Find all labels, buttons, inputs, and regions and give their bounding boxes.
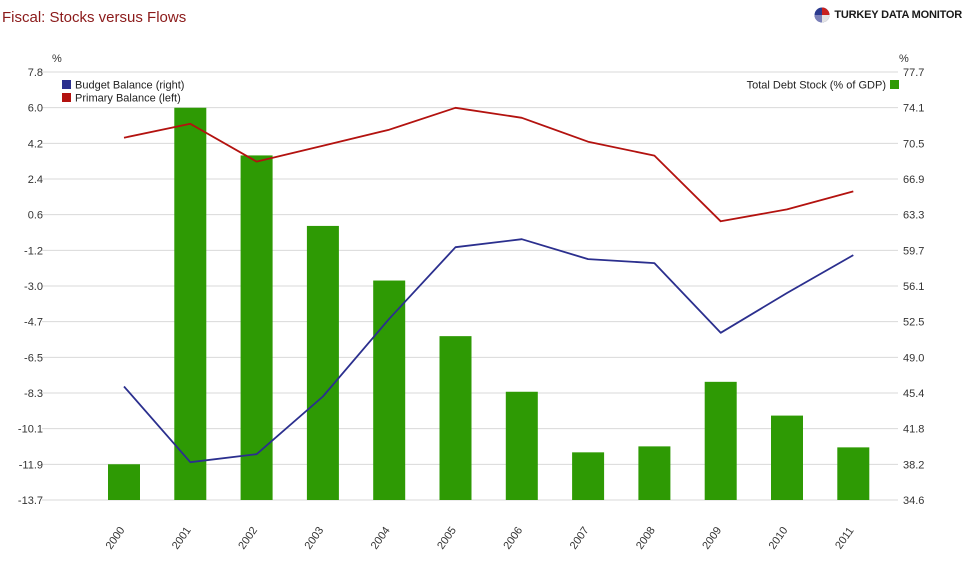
chart-title: Fiscal: Stocks versus Flows — [2, 9, 187, 26]
right-tick-label: 56.1 — [903, 281, 924, 293]
right-tick-label: 77.7 — [903, 67, 924, 79]
right-tick-label: 66.9 — [903, 174, 924, 186]
legend-right: Total Debt Stock (% of GDP) — [747, 80, 899, 92]
x-tick-label-2008: 2008 — [634, 525, 658, 552]
right-tick-label: 49.0 — [903, 352, 924, 364]
bar-debt-stock-2005[interactable] — [439, 336, 472, 500]
left-tick-label: 2.4 — [28, 174, 43, 186]
left-tick-label: 4.2 — [28, 138, 43, 150]
bar-debt-stock-2004[interactable] — [373, 280, 406, 500]
bar-debt-stock-2008[interactable] — [638, 446, 671, 500]
right-tick-label: 63.3 — [903, 210, 924, 222]
left-axis-ticks: 7.8 6.0 4.2 2.4 0.6 -1.2 -3.0 -4.7 -6.5 -8.3 -10.1… — [18, 67, 43, 507]
x-tick-label-2011: 2011 — [833, 525, 856, 551]
left-tick-label: -10.1 — [18, 424, 43, 436]
pie-logo-icon — [814, 7, 830, 23]
bar-debt-stock-2006[interactable] — [505, 391, 538, 500]
legend-label-debt-stock[interactable]: Total Debt Stock (% of GDP) — [747, 80, 886, 92]
right-axis-unit: % — [899, 53, 909, 65]
legend-swatch-budget-balance — [62, 80, 71, 89]
bar-debt-stock-2001[interactable] — [174, 107, 207, 500]
left-tick-label: 6.0 — [28, 103, 43, 115]
left-tick-label: 0.6 — [28, 210, 43, 222]
left-tick-label: 7.8 — [28, 67, 43, 79]
bar-debt-stock-2007[interactable] — [572, 452, 605, 500]
x-tick-label-2005: 2005 — [435, 525, 459, 552]
x-tick-label-2001: 2001 — [170, 525, 194, 552]
right-tick-label: 38.2 — [903, 459, 924, 471]
right-tick-label: 52.5 — [903, 317, 924, 329]
x-tick-label-2010: 2010 — [767, 525, 791, 552]
legend-label-primary-balance[interactable]: Primary Balance (left) — [75, 93, 181, 105]
left-axis-unit: % — [52, 53, 62, 65]
legend-swatch-debt-stock — [890, 80, 899, 89]
x-tick-label-2006: 2006 — [501, 525, 525, 552]
left-tick-label: -11.9 — [19, 459, 43, 471]
bar-debt-stock-2000[interactable] — [108, 464, 140, 500]
right-tick-label: 70.5 — [903, 138, 924, 150]
right-tick-label: 59.7 — [903, 245, 924, 257]
x-tick-label-2003: 2003 — [303, 525, 327, 552]
brand-logo-area[interactable]: TURKEY DATA MONITOR — [814, 7, 962, 23]
line-budget-balance[interactable] — [123, 238, 854, 464]
left-tick-label: -6.5 — [24, 352, 43, 364]
right-tick-label: 45.4 — [903, 388, 924, 400]
x-tick-label-2004: 2004 — [369, 525, 393, 552]
left-tick-label: -13.7 — [18, 495, 43, 507]
left-tick-label: -1.2 — [24, 245, 43, 257]
bar-debt-stock-2002[interactable] — [240, 155, 273, 500]
right-tick-label: 34.6 — [903, 495, 924, 507]
x-tick-label-2009: 2009 — [700, 525, 724, 552]
legend-left: Budget Balance (right) Primary Balance (… — [62, 80, 184, 105]
right-axis-ticks: 77.7 74.1 70.5 66.9 63.3 59.7 56.1 52.5 49.0 45.4… — [903, 67, 924, 507]
bar-debt-stock-2011[interactable] — [837, 447, 870, 500]
bar-debt-stock-2003[interactable] — [306, 225, 339, 500]
x-tick-label-2000: 2000 — [104, 525, 128, 552]
bar-debt-stock-2010[interactable] — [771, 415, 803, 500]
legend-swatch-primary-balance — [62, 93, 71, 102]
bar-debt-stock-2009[interactable] — [704, 381, 737, 500]
left-tick-label: -4.7 — [24, 317, 43, 329]
x-axis-labels: 2000 2001 2002 2003 2004 2005 2006 2007 2008 2009… — [104, 525, 857, 552]
left-tick-label: -8.3 — [24, 388, 43, 400]
legend-label-budget-balance[interactable]: Budget Balance (right) — [75, 80, 184, 92]
right-tick-label: 74.1 — [903, 103, 924, 115]
line-primary-balance[interactable] — [123, 106, 854, 223]
balance-lines — [123, 106, 854, 464]
x-tick-label-2007: 2007 — [568, 525, 592, 552]
right-tick-label: 41.8 — [903, 424, 924, 436]
x-tick-label-2002: 2002 — [236, 525, 260, 552]
debt-stock-bars — [108, 107, 870, 500]
brand-name: TURKEY DATA MONITOR — [834, 9, 962, 21]
left-tick-label: -3.0 — [24, 281, 43, 293]
